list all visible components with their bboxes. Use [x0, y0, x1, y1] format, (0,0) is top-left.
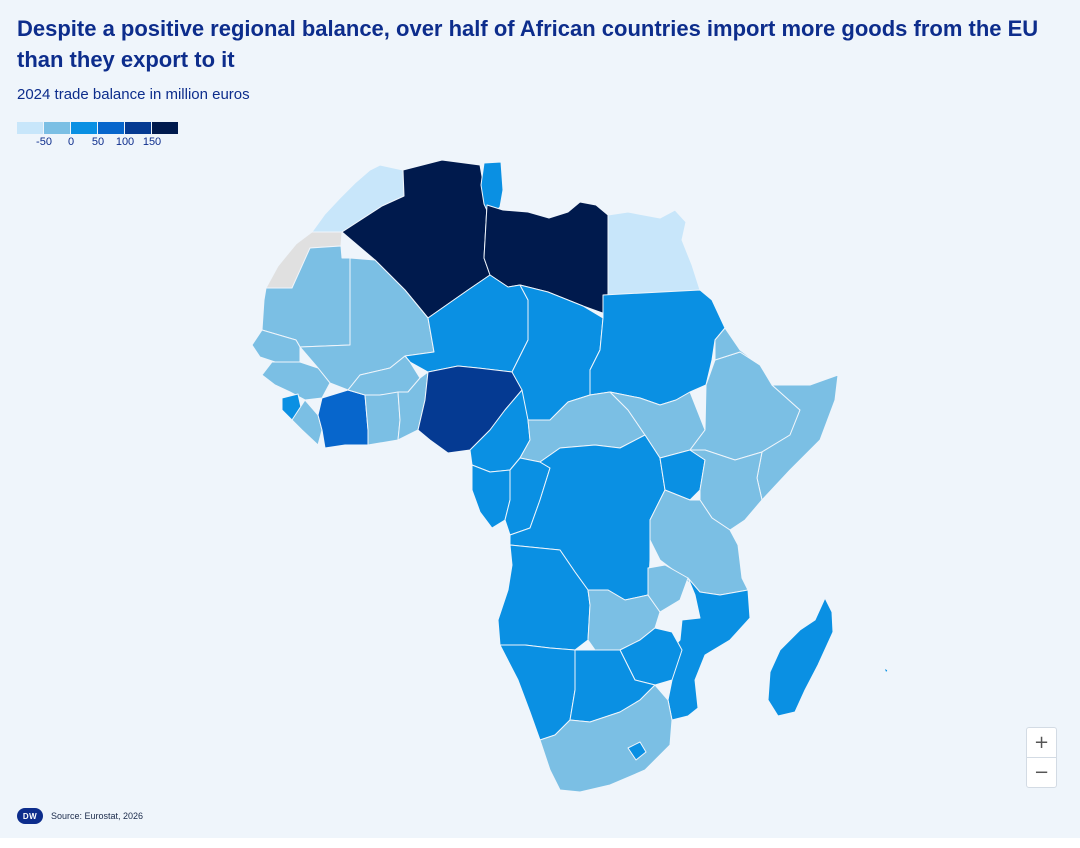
zoom-in-button[interactable]: + [1033, 732, 1050, 753]
legend-tick: -50 [36, 136, 52, 148]
country-madagascar[interactable] [767, 597, 834, 717]
legend-swatch [125, 122, 151, 134]
footer: DW Source: Eurostat, 2026 [17, 808, 143, 824]
country-somalia[interactable] [756, 374, 839, 501]
country-kenya[interactable] [689, 449, 763, 531]
legend-color-scale [17, 122, 187, 134]
country-eritrea-djibouti[interactable] [714, 327, 761, 366]
country-mozambique[interactable] [659, 577, 751, 721]
legend-swatch [17, 122, 43, 134]
country-mauritania[interactable] [261, 245, 353, 348]
country-malawi[interactable] [647, 564, 689, 613]
zoom-controls: + − [1026, 727, 1057, 788]
country-equatorial-guinea-gabon[interactable] [471, 464, 511, 529]
country-lesotho[interactable] [627, 741, 647, 761]
legend-tick: 100 [115, 136, 135, 148]
legend-tick: 150 [142, 136, 162, 148]
country-ghana[interactable] [364, 391, 401, 446]
chart-title: Despite a positive regional balance, ove… [17, 16, 1039, 72]
country-comoros-island[interactable] [883, 667, 889, 674]
legend-swatch [44, 122, 70, 134]
source-note: Source: Eurostat, 2026 [51, 811, 144, 821]
country-south-africa[interactable] [539, 684, 673, 793]
country-cote-divoire[interactable] [317, 389, 369, 449]
legend-tick: 50 [91, 136, 105, 148]
country-sudan[interactable] [589, 289, 726, 406]
legend-swatch [71, 122, 97, 134]
legend-swatch [152, 122, 178, 134]
dw-logo: DW [17, 808, 43, 824]
chart-subtitle: 2024 trade balance in million euros [17, 86, 250, 103]
zoom-out-button[interactable]: − [1027, 757, 1056, 787]
color-legend: -50 0 50 100 150 [17, 122, 187, 150]
legend-swatch [98, 122, 124, 134]
legend-tick: 0 [67, 136, 75, 148]
country-egypt[interactable] [607, 209, 701, 296]
legend-tick-labels: -50 0 50 100 150 [17, 136, 187, 150]
country-guinea[interactable] [261, 361, 331, 401]
